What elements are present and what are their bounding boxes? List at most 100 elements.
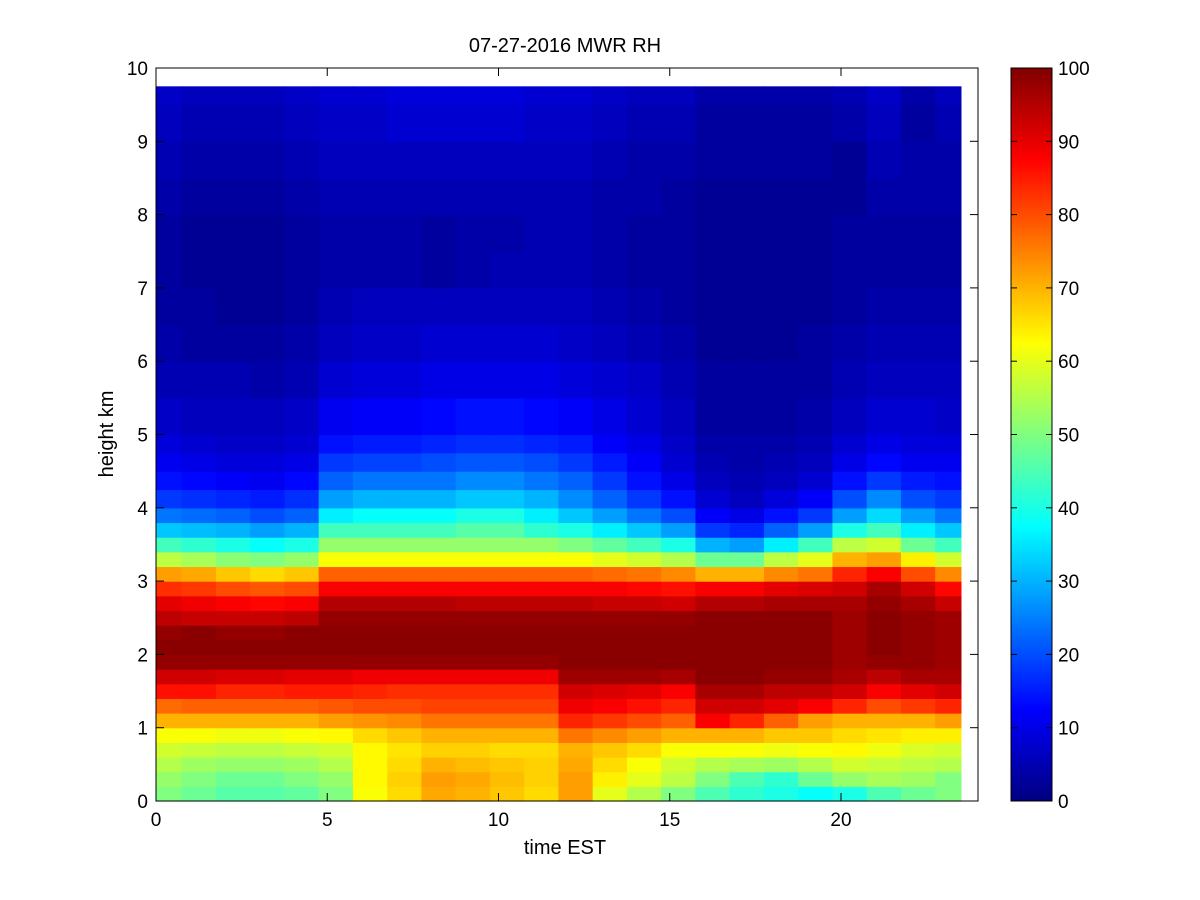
heatmap-cell — [832, 522, 868, 538]
heatmap-cell — [866, 566, 902, 582]
heatmap-cell — [387, 669, 423, 685]
heatmap-cell — [729, 786, 765, 802]
heatmap-cell — [284, 86, 320, 106]
heatmap-cell — [181, 566, 217, 582]
heatmap-cell — [489, 214, 525, 252]
heatmap-cell — [250, 610, 286, 626]
heatmap-cell — [798, 698, 834, 714]
heatmap-cell — [866, 742, 902, 758]
heatmap-cell — [352, 742, 388, 758]
heatmap-cell — [935, 566, 962, 582]
heatmap-cell — [661, 742, 697, 758]
heatmap-cell — [866, 471, 902, 491]
heatmap-cell — [352, 214, 388, 252]
heatmap-cell — [387, 324, 423, 362]
heatmap-cell — [352, 86, 388, 106]
heatmap-cell — [832, 471, 868, 491]
heatmap-cell — [626, 361, 662, 399]
heatmap-cell — [156, 581, 183, 597]
heatmap-cell — [832, 551, 868, 568]
heatmap-cell — [421, 452, 457, 472]
heatmap-cell — [387, 214, 423, 252]
heatmap-cell — [763, 727, 799, 743]
heatmap-cell — [489, 397, 525, 436]
heatmap-cell — [935, 287, 962, 326]
heatmap-cell — [318, 452, 354, 472]
heatmap-cell — [935, 669, 962, 685]
heatmap-cell — [489, 434, 525, 454]
heatmap-cell — [181, 757, 217, 773]
heatmap-cell — [181, 522, 217, 538]
heatmap-cell — [935, 639, 962, 655]
heatmap-cell — [318, 141, 354, 179]
heatmap-cell — [455, 177, 491, 216]
heatmap-cell — [455, 757, 491, 773]
heatmap-cell — [352, 757, 388, 773]
heatmap-cell — [387, 654, 423, 670]
heatmap-cell — [156, 639, 183, 655]
heatmap-cell — [729, 698, 765, 714]
x-axis-label: time EST — [524, 837, 606, 859]
heatmap-cell — [524, 581, 560, 597]
heatmap-cell — [387, 287, 423, 326]
heatmap-cell — [250, 104, 286, 142]
heatmap-cell — [729, 713, 765, 729]
heatmap-cell — [156, 595, 183, 612]
heatmap-cell — [935, 104, 962, 142]
heatmap-cell — [181, 287, 217, 326]
heatmap-cell — [763, 639, 799, 655]
heatmap-cell — [626, 771, 662, 787]
heatmap-cell — [318, 397, 354, 436]
heatmap-cell — [421, 104, 457, 142]
heatmap-cell — [421, 757, 457, 773]
heatmap-cell — [695, 361, 731, 399]
heatmap-cell — [387, 489, 423, 509]
heatmap-cell — [592, 669, 628, 685]
heatmap-cell — [729, 566, 765, 582]
heatmap-cell — [250, 698, 286, 714]
y-tick-label: 4 — [137, 499, 148, 520]
heatmap-cell — [387, 625, 423, 641]
heatmap-cell — [181, 507, 217, 524]
heatmap-cell — [318, 324, 354, 362]
heatmap-cell — [455, 104, 491, 142]
heatmap-cell — [695, 489, 731, 509]
heatmap-cell — [935, 434, 962, 454]
heatmap-cell — [935, 610, 962, 626]
heatmap-cell — [215, 669, 251, 685]
heatmap-cell — [592, 361, 628, 399]
heatmap-cell — [421, 361, 457, 399]
heatmap-cell — [284, 713, 320, 729]
heatmap-cell — [798, 786, 834, 802]
heatmap-cell — [729, 625, 765, 641]
heatmap-cell — [558, 595, 594, 612]
heatmap-cell — [900, 522, 936, 538]
chart-title: 07-27-2016 MWR RH — [469, 35, 661, 57]
heatmap-cell — [489, 683, 525, 699]
heatmap-cell — [524, 361, 560, 399]
heatmap-cell — [592, 86, 628, 106]
heatmap-cell — [455, 771, 491, 787]
heatmap-cell — [592, 489, 628, 509]
heatmap-cell — [661, 625, 697, 641]
heatmap-cell — [421, 727, 457, 743]
heatmap-cell — [626, 625, 662, 641]
heatmap-cell — [661, 251, 697, 289]
heatmap-cell — [866, 610, 902, 626]
heatmap-cell — [661, 141, 697, 179]
heatmap-cell — [524, 771, 560, 787]
heatmap-cell — [421, 566, 457, 582]
heatmap-cell — [558, 471, 594, 491]
heatmap-cell — [729, 610, 765, 626]
heatmap-cell — [866, 727, 902, 743]
heatmap-cell — [592, 214, 628, 252]
heatmap-cell — [421, 786, 457, 802]
heatmap-cell — [900, 669, 936, 685]
heatmap-cell — [661, 683, 697, 699]
colorbar-tick-label: 50 — [1058, 426, 1079, 447]
heatmap-cell — [729, 287, 765, 326]
heatmap-cell — [900, 434, 936, 454]
heatmap-cell — [455, 566, 491, 582]
heatmap-cell — [318, 361, 354, 399]
